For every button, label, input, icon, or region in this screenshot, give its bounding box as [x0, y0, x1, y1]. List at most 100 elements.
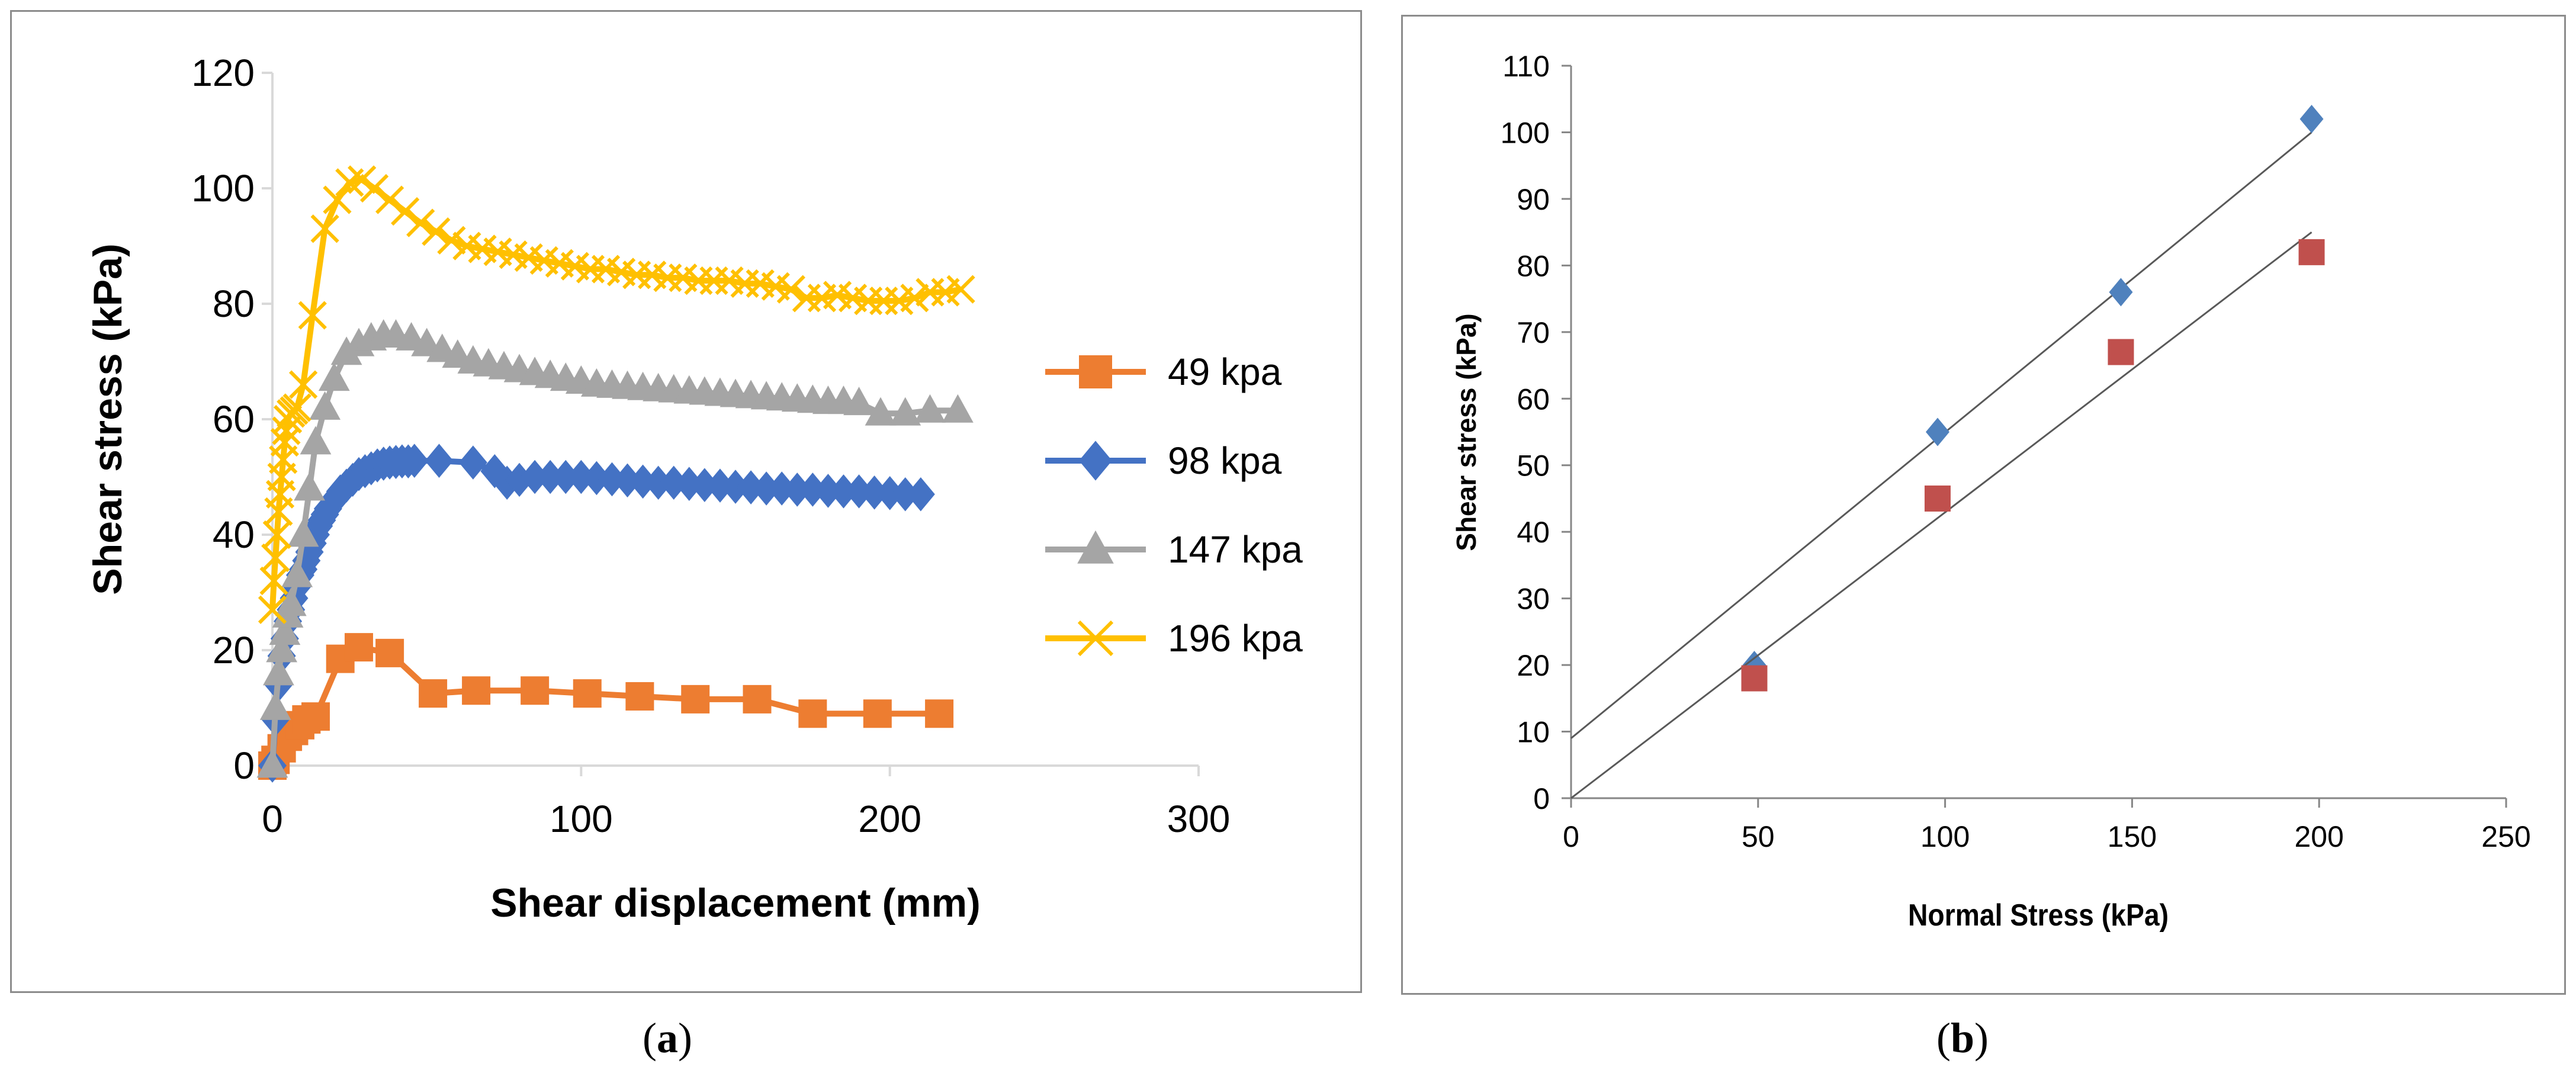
chart-b-x-tick-label: 0 [1563, 820, 1579, 853]
chart-a-legend-label: 49 kpa [1168, 351, 1282, 393]
chart-a-y-tick-label: 60 [213, 398, 255, 441]
chart-a-point [259, 566, 288, 596]
chart-a-series-98-kpa [258, 444, 935, 783]
chart-a-point [737, 470, 766, 504]
chart-b-x-label: Normal Stress (kPa) [1908, 898, 2169, 933]
chart-a-legend-marker [1077, 530, 1114, 564]
chart-b-point [2299, 104, 2324, 133]
chart-a-y-tick-label: 80 [213, 282, 255, 325]
chart-a-y-tick-label: 0 [233, 744, 255, 787]
chart-b-trendline [1570, 231, 2312, 799]
chart-a-legend-item: 49 kpa [1045, 351, 1282, 393]
chart-a-point [272, 416, 301, 445]
chart-a-point [681, 684, 710, 714]
chart-a-series-147-kpa [256, 319, 974, 778]
chart-b-x-tick-label: 200 [2294, 820, 2343, 853]
chart-a-point [406, 208, 435, 237]
chart-a-legend-label: 147 kpa [1168, 528, 1303, 571]
chart-a-line [269, 644, 940, 767]
chart-b-frame [1401, 15, 2566, 995]
chart-b-series-peak [1570, 104, 2324, 739]
chart-a-point [419, 679, 448, 708]
chart-a-legend-label: 98 kpa [1168, 439, 1282, 482]
chart-a-point [567, 459, 596, 494]
caption-a: (a) [643, 1014, 692, 1062]
chart-a-point [613, 463, 642, 498]
chart-a-point [270, 428, 299, 457]
chart-a: 0 20 40 60 80 100 120 0 100 200 300 Shear displacem… [85, 52, 1303, 925]
chart-a-series-49-kpa [258, 633, 954, 780]
chart-a-point [275, 587, 307, 616]
chart-a-point [814, 474, 843, 508]
chart-a-point [625, 682, 654, 711]
chart-a-point [261, 543, 290, 573]
chart-b-y-tick-label: 60 [1517, 383, 1550, 416]
chart-a-point [865, 397, 897, 426]
chart-a-point [644, 465, 673, 500]
chart-b-x-tick-label: 100 [1920, 820, 1970, 853]
chart-b-point [2298, 239, 2325, 265]
chart-b-point [1924, 485, 1951, 512]
chart-a-point [294, 472, 325, 501]
chart-a-point [875, 476, 904, 510]
chart-a-point [844, 474, 873, 509]
chart-a-y-label: Shear stress (kPa) [85, 243, 130, 594]
chart-b: 0 10 20 30 40 50 60 70 80 90 100 110 0 50 100 150 200 250… [1451, 50, 2531, 933]
chart-a-point [309, 391, 341, 420]
chart-a-point [721, 470, 750, 504]
chart-a-x-label: Shear displacement (mm) [490, 880, 981, 925]
chart-a-point [289, 370, 318, 399]
chart-a-point [925, 699, 954, 728]
chart-a-point [256, 749, 288, 778]
chart-b-y-tick-label: 80 [1517, 249, 1550, 282]
chart-a-point [767, 471, 796, 506]
chart-a-point [287, 518, 319, 547]
chart-b-y-tick-label: 50 [1517, 449, 1550, 483]
chart-a-point [300, 426, 332, 455]
chart-b-point [2109, 278, 2133, 307]
chart-a-point [536, 459, 565, 494]
chart-a-point [690, 468, 719, 502]
chart-a-point [783, 473, 812, 507]
chart-a-y-tick-label: 120 [191, 52, 255, 94]
chart-a-point [310, 214, 339, 243]
chart-b-x-tick-label: 250 [2481, 820, 2530, 853]
chart-a-point [505, 462, 534, 497]
chart-a-point [889, 397, 921, 426]
chart-b-y-label: Shear stress (kPa) [1451, 313, 1482, 551]
chart-a-legend-marker [1077, 620, 1114, 657]
chart-b-y-tick-label: 20 [1517, 649, 1550, 682]
chart-b-point [2108, 339, 2134, 365]
chart-a-point [798, 699, 827, 728]
chart-a-point [462, 676, 491, 705]
chart-a-point [743, 684, 772, 714]
chart-a-point [301, 702, 330, 731]
chart-a-point [422, 217, 451, 246]
chart-b-y-tick-label: 0 [1533, 782, 1550, 815]
chart-b-x-tick-label: 50 [1742, 820, 1775, 853]
chart-b-point [1741, 665, 1768, 692]
chart-a-point [425, 444, 454, 478]
chart-a-legend-marker [1079, 355, 1112, 388]
chart-a-point [628, 464, 657, 499]
chart-a-point [891, 477, 920, 512]
chart-a-point [281, 558, 313, 587]
chart-a-x-tick-label: 0 [262, 798, 283, 840]
chart-a-point [752, 471, 781, 506]
chart-a-legend-item: 196 kpa [1045, 617, 1303, 660]
chart-b-x-tick-label: 150 [2108, 820, 2157, 853]
chart-a-point [598, 462, 627, 497]
chart-a-point [829, 474, 858, 509]
chart-a-point [521, 676, 550, 705]
chart-a-legend-label: 196 kpa [1168, 617, 1303, 660]
chart-a-point [521, 459, 550, 494]
chart-a-y-tick-label: 40 [213, 513, 255, 556]
chart-a-point [298, 301, 327, 330]
chart-a-point [942, 394, 974, 423]
chart-a-point [573, 679, 602, 708]
chart-a-point [798, 473, 827, 507]
chart-a-x-tick-label: 300 [1167, 798, 1231, 840]
chart-b-y-tick-label: 10 [1517, 716, 1550, 749]
chart-a-legend-item: 98 kpa [1045, 439, 1282, 482]
chart-a-frame [10, 10, 1362, 993]
